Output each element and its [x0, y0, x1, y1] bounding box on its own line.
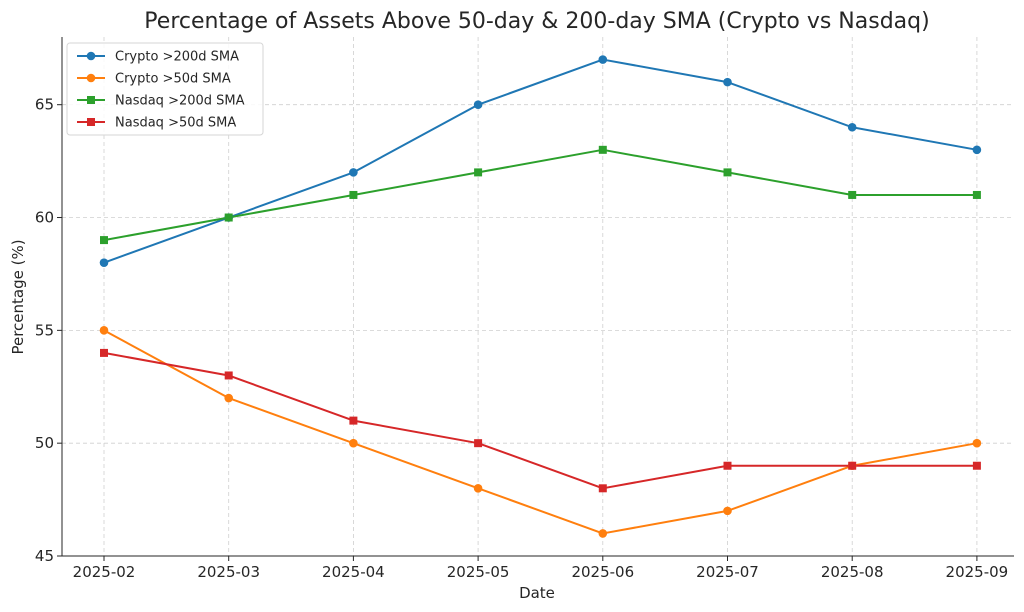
- series-line-nasdaq-200d-sma: [103, 148, 977, 242]
- legend-label: Crypto >200d SMA: [115, 50, 239, 65]
- data-point-crypto-200d-sma: [349, 168, 358, 177]
- data-point-crypto-50d-sma: [972, 438, 982, 448]
- legend-entry: Nasdaq >200d SMA: [77, 94, 245, 109]
- data-point-nasdaq-50d-sma: [598, 484, 607, 493]
- x-tick-label: 2025-06: [571, 563, 634, 581]
- y-tick-label: 45: [35, 547, 54, 565]
- series-line-crypto-50d-sma: [103, 329, 978, 535]
- series-lines: [103, 58, 978, 535]
- x-tick-label: 2025-02: [73, 563, 136, 581]
- legend-entry: Crypto >200d SMA: [77, 50, 239, 65]
- y-tick-label: 55: [35, 321, 54, 339]
- data-point-nasdaq-200d-sma: [224, 213, 233, 222]
- legend-label: Crypto >50d SMA: [115, 72, 231, 87]
- data-point-nasdaq-200d-sma: [100, 236, 108, 245]
- legend-marker: [87, 118, 95, 126]
- x-tick-label: 2025-07: [696, 563, 759, 581]
- data-point-crypto-50d-sma: [99, 326, 109, 335]
- y-axis-label: Percentage (%): [9, 239, 27, 354]
- data-point-crypto-200d-sma: [972, 145, 982, 155]
- x-axis-ticks: 2025-02 2025-03 2025-04 2025-05 2025-06 2025-…: [73, 556, 1009, 581]
- data-point-crypto-200d-sma: [99, 258, 109, 267]
- data-point-nasdaq-50d-sma: [972, 461, 981, 470]
- data-point-nasdaq-200d-sma: [598, 145, 607, 154]
- y-tick-label: 65: [35, 96, 54, 114]
- chart-title: Percentage of Assets Above 50-day & 200-…: [144, 9, 929, 34]
- x-tick-label: 2025-05: [447, 563, 510, 581]
- data-point-crypto-200d-sma: [473, 100, 483, 109]
- data-point-nasdaq-50d-sma: [474, 439, 483, 448]
- x-tick-label: 2025-03: [197, 563, 260, 581]
- chart-legend: Crypto >200d SMA Crypto >50d SMA Nasdaq >2…: [66, 42, 264, 136]
- y-tick-label: 50: [35, 434, 54, 452]
- data-point-nasdaq-50d-sma: [723, 461, 732, 470]
- legend-label: Nasdaq >200d SMA: [115, 94, 245, 109]
- data-point-crypto-200d-sma: [598, 55, 608, 64]
- x-tick-label: 2025-08: [821, 563, 884, 581]
- data-point-crypto-50d-sma: [723, 506, 732, 516]
- legend-marker: [86, 73, 96, 83]
- legend-marker: [87, 96, 95, 104]
- data-point-nasdaq-200d-sma: [723, 168, 732, 177]
- series-line-nasdaq-50d-sma: [103, 351, 977, 490]
- data-point-crypto-50d-sma: [349, 438, 358, 448]
- data-point-nasdaq-50d-sma: [100, 348, 108, 357]
- data-point-crypto-200d-sma: [723, 77, 732, 87]
- legend-box: [66, 42, 264, 136]
- y-tick-label: 60: [35, 209, 54, 227]
- data-point-nasdaq-200d-sma: [474, 168, 483, 177]
- data-point-nasdaq-50d-sma: [349, 416, 358, 425]
- legend-label: Nasdaq >50d SMA: [115, 116, 236, 131]
- data-point-nasdaq-200d-sma: [848, 190, 857, 199]
- legend-marker: [86, 51, 96, 61]
- x-tick-label: 2025-09: [946, 563, 1009, 581]
- legend-entry: Nasdaq >50d SMA: [77, 116, 236, 131]
- data-point-crypto-50d-sma: [473, 484, 483, 493]
- x-tick-label: 2025-04: [322, 563, 385, 581]
- axes-frame: [61, 37, 1014, 557]
- data-point-nasdaq-50d-sma: [224, 371, 233, 380]
- data-point-nasdaq-50d-sma: [848, 461, 857, 470]
- data-point-nasdaq-200d-sma: [972, 190, 981, 199]
- data-point-nasdaq-200d-sma: [349, 190, 358, 199]
- y-axis-ticks: 45 50 55 60 65: [35, 96, 62, 565]
- data-point-crypto-200d-sma: [847, 122, 857, 132]
- data-point-crypto-50d-sma: [224, 393, 233, 403]
- legend-entry: Crypto >50d SMA: [77, 72, 231, 87]
- series-line-crypto-200d-sma: [103, 58, 978, 264]
- x-axis-label: Date: [519, 584, 555, 602]
- series-markers: [99, 55, 982, 538]
- data-point-crypto-50d-sma: [598, 529, 608, 538]
